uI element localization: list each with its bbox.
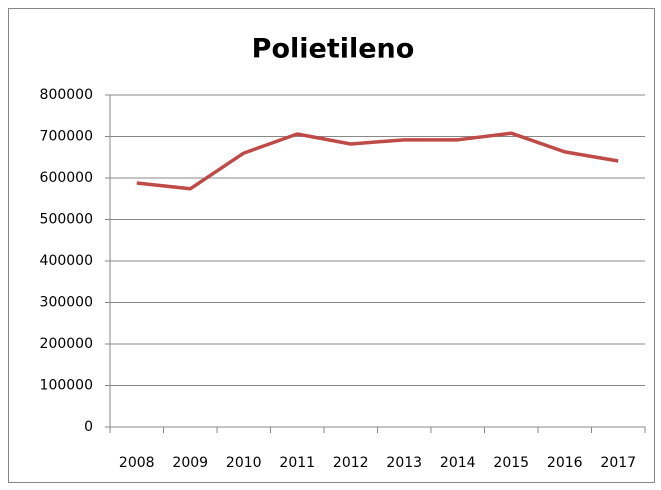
y-tick-label: 0	[84, 419, 93, 435]
y-tick-label: 400000	[40, 253, 93, 269]
x-tick-label: 2014	[440, 455, 476, 471]
x-tick-label: 2011	[279, 455, 315, 471]
x-tick-label: 2015	[493, 455, 529, 471]
chart-border	[8, 8, 655, 483]
y-tick-label: 200000	[40, 336, 93, 352]
y-tick-label: 500000	[40, 212, 93, 228]
x-tick-label: 2010	[226, 455, 262, 471]
y-tick-label: 100000	[40, 378, 93, 394]
x-tick-label: 2016	[547, 455, 583, 471]
data-line	[136, 131, 619, 191]
y-tick-label: 700000	[40, 129, 93, 145]
x-tick-label: 2008	[119, 455, 155, 471]
y-tick-label: 800000	[40, 87, 93, 103]
y-tick-label: 600000	[40, 170, 93, 186]
chart-title: Polietileno	[252, 34, 415, 65]
x-tick-label: 2013	[386, 455, 422, 471]
x-tick-label: 2009	[172, 455, 208, 471]
x-tick-label: 2017	[600, 455, 636, 471]
y-tick-label: 300000	[40, 295, 93, 311]
x-tick-label: 2012	[333, 455, 369, 471]
